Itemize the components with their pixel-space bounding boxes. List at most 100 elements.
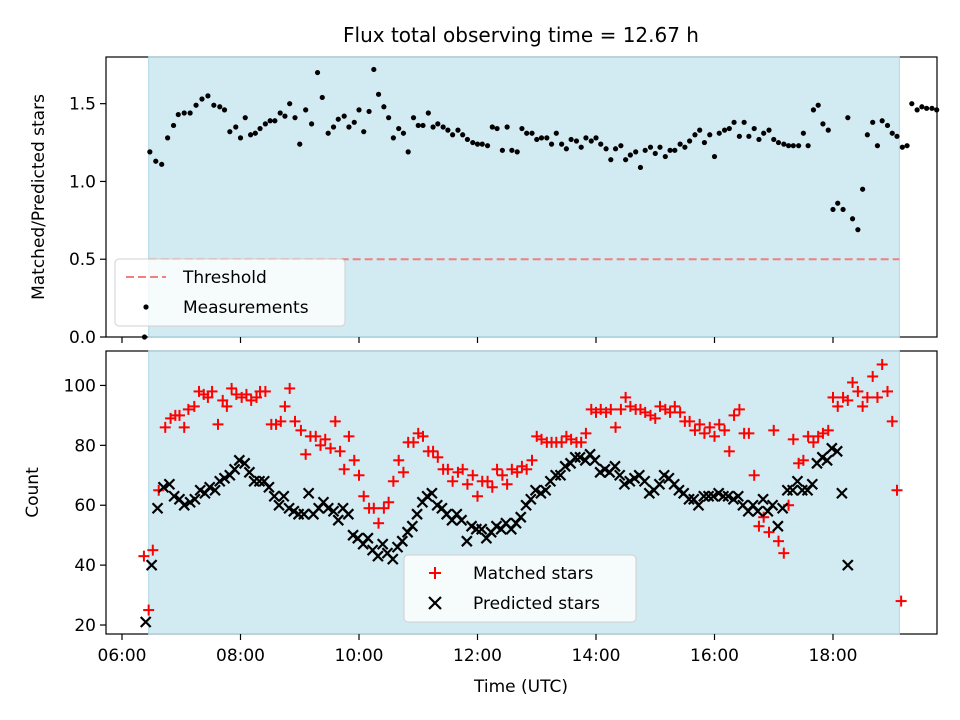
predicted-star-point	[525, 493, 537, 506]
measurement-point	[381, 104, 387, 110]
matched-star-point	[482, 475, 494, 487]
matched-star-point	[250, 391, 262, 403]
predicted-star-point	[238, 457, 251, 470]
measurement-point	[233, 124, 239, 130]
measurement-point	[860, 186, 866, 192]
predicted-star-point	[618, 478, 631, 491]
matched-star-point	[605, 403, 617, 415]
matched-star-point	[217, 394, 229, 406]
predicted-star-point	[717, 490, 730, 503]
matched-star-point	[857, 400, 869, 412]
bottom-y-tick-label: 40	[74, 556, 96, 576]
predicted-star-point	[569, 451, 582, 464]
measurement-point	[272, 118, 278, 124]
measurement-point	[237, 135, 244, 141]
measurement-point	[687, 138, 693, 144]
measurement-point	[647, 144, 654, 150]
measurement-point	[538, 135, 545, 141]
measurement-point	[544, 135, 550, 141]
bottom-legend-box	[403, 554, 637, 623]
measurement-point	[805, 143, 811, 149]
measurement-point	[583, 135, 589, 141]
predicted-star-point	[831, 445, 843, 458]
measurement-point	[366, 108, 372, 115]
matched-star-point	[147, 544, 159, 556]
matched-star-point	[159, 421, 171, 433]
matched-star-point	[772, 535, 784, 547]
measurement-point	[267, 118, 273, 124]
measurement-point	[297, 141, 303, 147]
measurement-point	[455, 127, 461, 133]
matched-star-point	[876, 358, 888, 370]
measurement-point	[489, 124, 495, 130]
measurement-point	[390, 135, 396, 141]
matched-star-point	[664, 406, 676, 418]
predicted-star-point	[263, 481, 275, 494]
predicted-star-point	[776, 502, 789, 515]
predicted-star-point	[362, 532, 374, 544]
measurement-point	[919, 104, 925, 110]
measurement-point	[563, 146, 569, 152]
x-tick-label: 10:00	[335, 646, 384, 666]
measurement-point	[277, 110, 283, 116]
measurement-point	[371, 66, 377, 73]
predicted-star-point	[692, 499, 705, 512]
matched-star-point	[891, 484, 903, 496]
bottom-y-tick-label: 60	[74, 496, 96, 516]
predicted-star-point	[698, 490, 710, 503]
measurement-point	[303, 107, 309, 113]
matched-star-point	[334, 445, 346, 457]
matched-star-point	[882, 385, 894, 397]
predicted-star-point	[273, 499, 285, 512]
matched-star-point	[408, 436, 420, 448]
predicted-star-point	[406, 520, 419, 532]
matched-star-point	[521, 463, 533, 475]
predicted-star-point	[218, 472, 231, 485]
matched-star-point	[886, 415, 898, 427]
matched-star-point	[758, 511, 770, 523]
measurement-point	[761, 130, 767, 136]
matched-star-point	[212, 418, 224, 430]
measurement-point	[707, 132, 713, 138]
predicted-star-point	[791, 475, 804, 488]
measurement-point	[445, 127, 451, 133]
matched-star-point	[723, 445, 735, 457]
measurement-point	[593, 135, 599, 141]
measurement-point	[697, 127, 703, 133]
top-legend: Threshold Measurements	[114, 258, 346, 327]
measurement-point	[319, 94, 325, 101]
predicted-star-point	[821, 454, 833, 467]
measurement-point	[884, 122, 891, 129]
measurement-point	[889, 130, 895, 136]
measurement-point	[603, 146, 609, 152]
predicted-star-point	[396, 535, 409, 547]
measurement-point	[657, 144, 663, 150]
measurement-point	[430, 124, 436, 130]
measurement-point	[460, 132, 466, 138]
predicted-star-point	[806, 478, 819, 491]
measurement-point	[662, 153, 668, 160]
measurement-point	[346, 124, 352, 130]
measurement-point	[504, 124, 510, 130]
matched-star-point	[348, 454, 360, 466]
measurement-point	[820, 121, 826, 127]
measurement-point	[247, 132, 254, 138]
measurement-point	[351, 119, 357, 125]
measurement-point	[165, 135, 171, 141]
measurement-point	[529, 130, 535, 136]
matched-star-point	[138, 550, 150, 562]
matched-star-point	[575, 436, 587, 448]
predicted-star-point	[332, 514, 345, 526]
measurement-point	[292, 115, 298, 121]
x-tick-label: 14:00	[572, 646, 621, 666]
top-y-tick-label: 0.5	[69, 250, 96, 270]
measurement-point	[187, 110, 193, 116]
measurements-legend-swatch	[143, 304, 149, 310]
measurement-point	[825, 127, 831, 133]
measurement-point	[899, 144, 905, 150]
matched-star-point	[802, 430, 814, 442]
measurement-point	[716, 130, 722, 136]
measurement-point	[785, 143, 792, 149]
measurement-point	[864, 132, 870, 138]
measurement-point	[835, 200, 841, 206]
